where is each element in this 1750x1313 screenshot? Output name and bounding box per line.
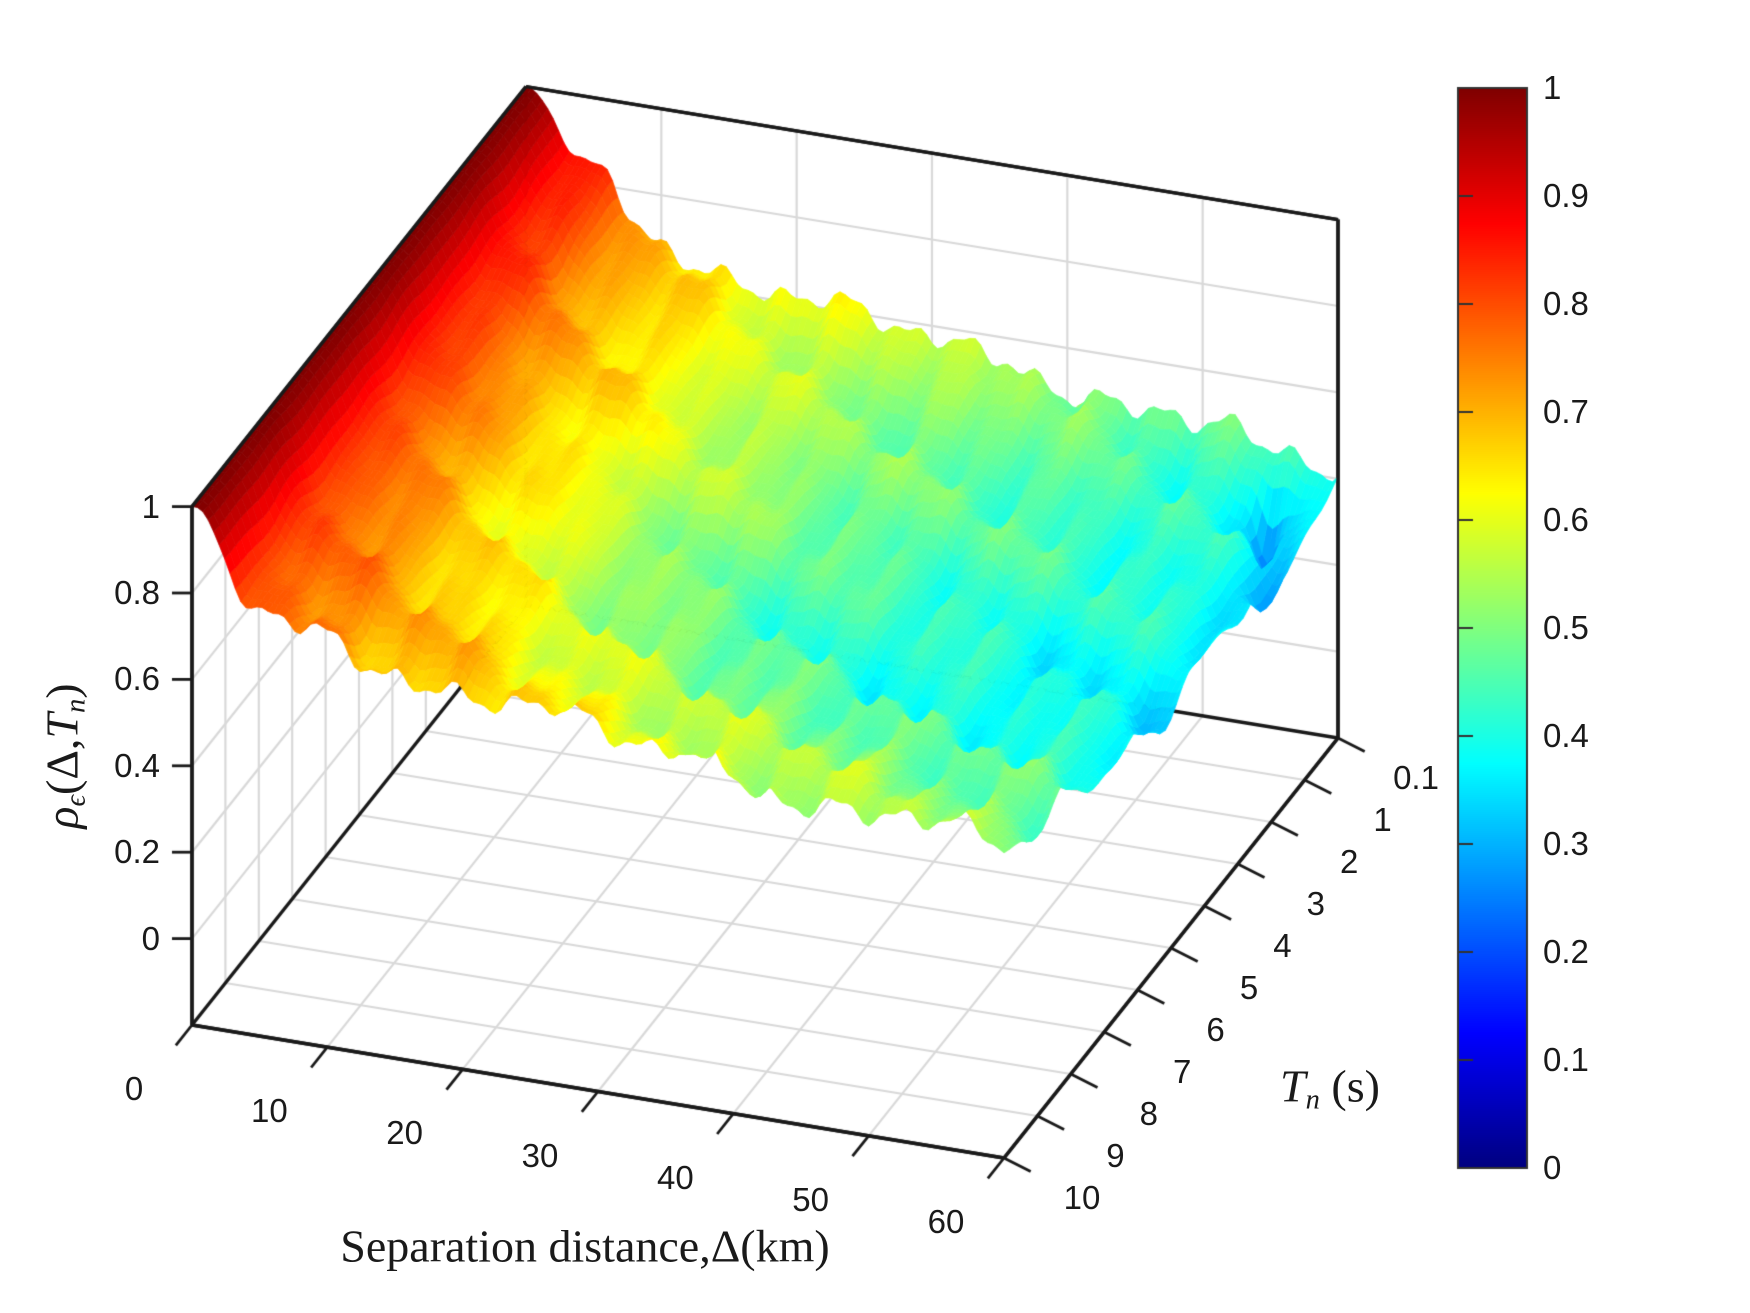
y-tick-label: 3	[1306, 885, 1325, 922]
y-title-symbol: T	[1280, 1060, 1306, 1112]
y-tick-label: 2	[1340, 843, 1359, 880]
x-tick-label: 60	[927, 1203, 965, 1240]
colorbar-tick-label: 0	[1543, 1149, 1562, 1186]
y-tick-label: 8	[1139, 1095, 1158, 1132]
colorbar-tick-label: 0.1	[1543, 1041, 1589, 1078]
y-tick-label: 0.1	[1393, 759, 1439, 796]
x-axis-title: Separation distance,Δ(km)	[340, 1220, 829, 1273]
x-tick-label: 40	[656, 1158, 694, 1196]
x-tick-label: 0	[124, 1070, 144, 1107]
x-tick-label: 30	[521, 1136, 559, 1174]
y-tick-label: 1	[1373, 801, 1392, 838]
y-axis-title: Tn (s)	[1280, 1060, 1380, 1116]
y-title-subscript: n	[1305, 1084, 1320, 1116]
colorbar-tick-label: 0.5	[1543, 609, 1589, 646]
z-title-close: )	[36, 683, 88, 699]
z-axis-title: ρϵ(Δ,Tn)	[36, 683, 92, 829]
z-tick-label: 0.6	[114, 660, 160, 698]
z-title-open: (Δ,	[36, 738, 88, 795]
x-tick-label: 10	[250, 1092, 288, 1130]
z-tick-label: 0.2	[114, 833, 160, 871]
y-tick-label: 9	[1106, 1137, 1125, 1174]
x-tick-label: 50	[792, 1180, 830, 1218]
z-title-eps-subscript: ϵ	[60, 795, 92, 807]
z-title-rho: ρ	[36, 806, 88, 829]
z-tick-label: 0.8	[114, 574, 160, 611]
colorbar-tick-label: 0.8	[1543, 285, 1589, 322]
y-tick-label: 6	[1206, 1011, 1225, 1048]
colorbar-tick-label: 0.3	[1543, 825, 1589, 862]
z-title-n-subscript: n	[60, 698, 92, 713]
colorbar-tick-label: 0.9	[1543, 177, 1589, 214]
colorbar-tick-label: 1	[1543, 69, 1562, 106]
z-title-T: T	[36, 713, 88, 739]
x-tick-label: 20	[386, 1114, 424, 1152]
y-tick-label: 4	[1273, 927, 1292, 964]
x-axis-title-text: Separation distance,Δ(km)	[340, 1220, 830, 1272]
colorbar-tick-label: 0.6	[1543, 501, 1589, 538]
z-tick-label: 0.4	[114, 746, 160, 784]
y-tick-label: 5	[1239, 969, 1259, 1006]
colorbar-tick-label: 0.4	[1543, 717, 1589, 754]
z-tick-label: 1	[141, 487, 160, 525]
colorbar-tick-label: 0.7	[1543, 393, 1589, 430]
z-tick-label: 0	[141, 919, 160, 957]
y-tick-label: 7	[1173, 1053, 1192, 1090]
colorbar-tick-label: 0.2	[1543, 933, 1589, 970]
y-tick-label: 10	[1063, 1179, 1101, 1216]
y-title-unit: (s)	[1319, 1060, 1380, 1112]
